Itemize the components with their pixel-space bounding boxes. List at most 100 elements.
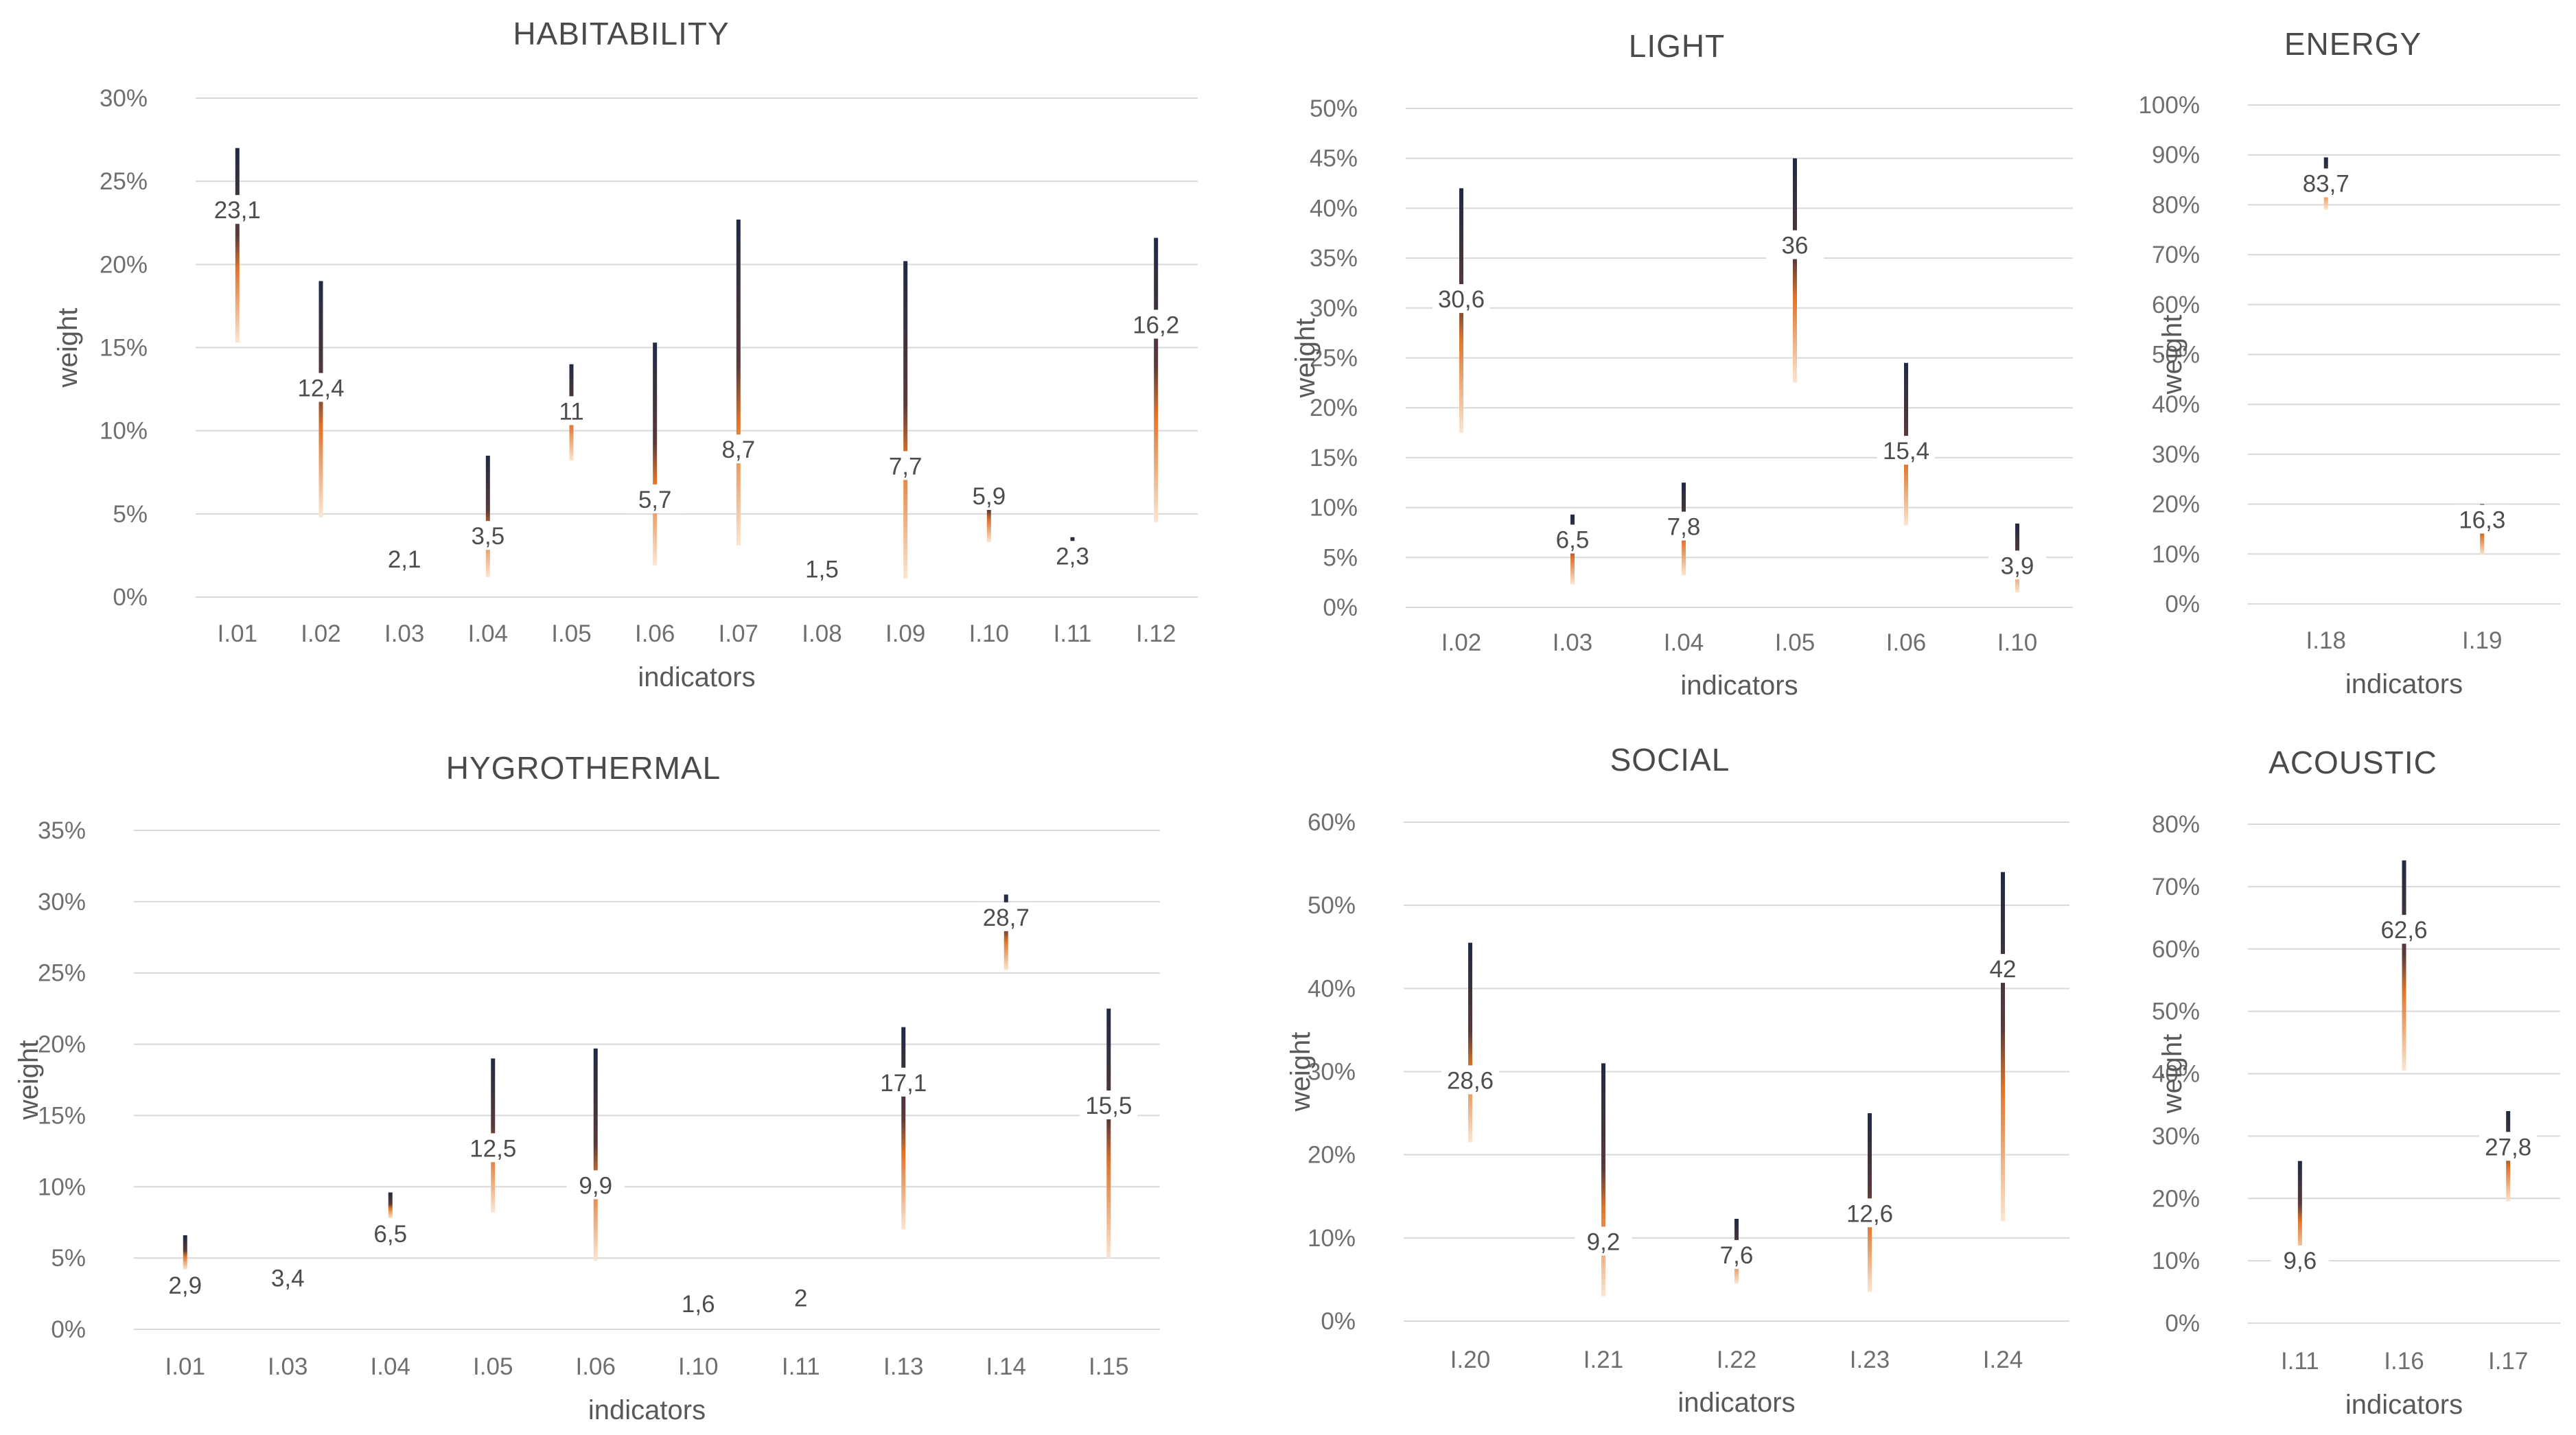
acoustic-title: ACOUSTIC xyxy=(2268,745,2437,780)
y-tick-label: 20% xyxy=(1310,395,1358,421)
x-tick-label: I.06 xyxy=(635,620,675,647)
data-label: 7,7 xyxy=(889,453,923,480)
range-bar xyxy=(388,1192,393,1218)
x-tick-label: I.02 xyxy=(301,620,340,647)
range-bar xyxy=(183,1235,187,1270)
y-tick-label: 15% xyxy=(38,1102,86,1129)
data-label-bg xyxy=(375,544,434,574)
x-tick-label: I.05 xyxy=(551,620,591,647)
data-label: 5,7 xyxy=(638,487,672,513)
y-tick-label: 10% xyxy=(2152,541,2200,568)
data-label: 42 xyxy=(1990,956,2017,983)
social-title: SOCIAL xyxy=(1610,742,1730,778)
y-tick-label: 10% xyxy=(100,418,148,445)
data-label: 23,1 xyxy=(214,197,261,224)
y-tick-label: 50% xyxy=(2152,999,2200,1025)
y-axis-title: weight xyxy=(2157,1034,2188,1115)
data-label-bg xyxy=(1575,1226,1632,1256)
y-tick-label: 10% xyxy=(1310,495,1358,522)
y-tick-label: 5% xyxy=(1323,544,1358,571)
data-label: 12,5 xyxy=(469,1135,516,1162)
x-tick-label: I.16 xyxy=(2384,1348,2424,1375)
x-axis-title: indicators xyxy=(1680,670,1798,701)
data-label: 16,2 xyxy=(1133,312,1179,338)
x-tick-label: I.18 xyxy=(2306,627,2346,654)
y-tick-label: 20% xyxy=(2152,491,2200,518)
data-label-bg xyxy=(1655,511,1713,541)
data-label: 6,5 xyxy=(373,1221,407,1248)
data-label: 11 xyxy=(559,398,583,425)
data-label: 27,8 xyxy=(2485,1134,2531,1160)
x-tick-label: I.23 xyxy=(1850,1346,1890,1373)
range-bar xyxy=(593,1048,598,1261)
x-tick-label: I.03 xyxy=(268,1353,308,1380)
data-label-bg xyxy=(2479,1132,2538,1161)
range-bar xyxy=(2001,872,2005,1222)
acoustic-chart: ACOUSTIC 0% 10% 20% 30% 40% 50% 60% 70% 80% I.11 9,… xyxy=(2152,745,2560,1420)
x-tick-label: I.21 xyxy=(1583,1346,1623,1373)
data-label: 1,5 xyxy=(805,557,839,583)
y-tick-label: 100% xyxy=(2138,92,2200,119)
x-tick-label: I.14 xyxy=(986,1353,1026,1380)
energy-title: ENERGY xyxy=(2284,26,2422,62)
data-label-bg xyxy=(1988,550,2046,580)
y-tick-label: 40% xyxy=(1308,975,1356,1002)
range-bar xyxy=(485,456,490,577)
y-tick-label: 60% xyxy=(2152,936,2200,963)
data-label: 12,4 xyxy=(297,375,344,402)
habitability-title: HABITABILITY xyxy=(513,16,729,51)
y-tick-label: 35% xyxy=(38,817,86,844)
range-bar xyxy=(1003,894,1008,970)
data-label-bg xyxy=(1080,1090,1138,1120)
data-label: 2 xyxy=(794,1285,807,1311)
x-tick-label: I.10 xyxy=(678,1353,718,1380)
hygrothermal-chart: HYGROTHERMAL 0% 5% 10% 15% 20% 25% 30% 35% I.01 2,… xyxy=(14,750,1160,1425)
data-label-bg xyxy=(208,195,266,224)
y-tick-label: 60% xyxy=(1308,809,1356,836)
y-tick-label: 50% xyxy=(1310,95,1358,122)
data-label-bg xyxy=(464,1133,522,1163)
data-label: 15,5 xyxy=(1085,1093,1132,1119)
y-tick-label: 15% xyxy=(100,335,148,362)
y-tick-label: 20% xyxy=(1308,1142,1356,1169)
y-tick-label: 20% xyxy=(38,1031,86,1058)
range-bar xyxy=(1793,158,1797,383)
data-label: 7,6 xyxy=(1720,1242,1754,1269)
data-label: 9,2 xyxy=(1587,1229,1621,1256)
range-bar xyxy=(1601,1063,1605,1296)
data-label-bg xyxy=(877,451,935,480)
data-label-bg xyxy=(2375,915,2433,944)
data-label: 12,6 xyxy=(1846,1200,1893,1227)
y-tick-label: 40% xyxy=(2152,391,2200,418)
data-label-bg xyxy=(459,521,517,550)
x-tick-label: I.11 xyxy=(2281,1348,2319,1375)
data-label: 15,4 xyxy=(1883,438,1929,465)
y-tick-label: 70% xyxy=(2152,242,2200,268)
data-label-bg xyxy=(292,373,350,402)
range-bar xyxy=(736,219,741,546)
data-label-bg xyxy=(156,1270,214,1299)
x-tick-label: I.05 xyxy=(1775,629,1815,656)
x-tick-label: I.20 xyxy=(1450,1346,1490,1373)
x-tick-label: I.22 xyxy=(1717,1346,1756,1373)
data-label: 5,9 xyxy=(973,483,1006,510)
y-tick-label: 5% xyxy=(113,501,148,528)
x-tick-label: I.24 xyxy=(1983,1346,2023,1373)
x-tick-label: I.10 xyxy=(1997,629,2037,656)
data-label: 7,8 xyxy=(1667,514,1701,541)
x-tick-label: I.07 xyxy=(719,620,758,647)
range-bar xyxy=(2402,860,2406,1071)
y-axis-title: weight xyxy=(2157,315,2188,395)
range-bar xyxy=(986,484,991,543)
data-label-bg xyxy=(542,396,601,425)
data-label: 9,6 xyxy=(2284,1248,2317,1274)
data-label-bg xyxy=(2271,1245,2329,1274)
y-tick-label: 30% xyxy=(38,889,86,915)
data-label: 6,5 xyxy=(1556,526,1590,553)
data-label-bg xyxy=(1441,1065,1499,1095)
data-label: 1,6 xyxy=(682,1291,715,1318)
y-tick-label: 80% xyxy=(2152,811,2200,838)
light-chart: LIGHT 0% 5% 10% 15% 20% 25% 30% 35% 40% 45% 50% I.02… xyxy=(1290,28,2073,701)
data-label-bg xyxy=(361,1218,419,1248)
